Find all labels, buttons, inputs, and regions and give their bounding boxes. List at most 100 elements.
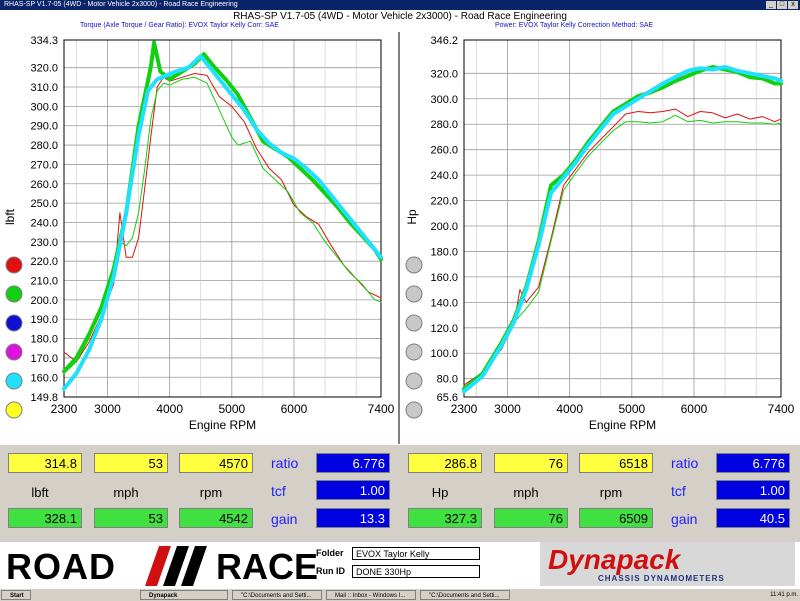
series-toggle-dot-blue[interactable] [5, 314, 23, 332]
race-stripes-icon [145, 546, 207, 586]
y-tick-label: 220.0 [30, 256, 58, 268]
readout-area: 314.8 53 4570 lbft mph rpm 328.1 53 4542… [0, 445, 800, 542]
road-logo-text: ROAD [6, 546, 116, 587]
run-id-field[interactable]: DONE 330Hp [352, 565, 480, 578]
series-toggle-dot-cyan[interactable] [5, 372, 23, 390]
x-tick-label: 6000 [281, 402, 308, 416]
y-tick-label: 346.2 [430, 35, 458, 47]
mph-value-bottom: 53 [94, 508, 168, 528]
x-tick-label: 5000 [618, 402, 645, 416]
window-title: RHAS-SP V1.7-05 (4WD - Motor Vehicle 2x3… [4, 1, 238, 8]
x-tick-label: 4000 [156, 402, 183, 416]
close-button[interactable]: x [788, 1, 798, 9]
dynapack-logo-text: Dynapack [548, 544, 681, 575]
rpm-value-top: 4570 [179, 453, 253, 473]
maximize-button[interactable]: □ [777, 1, 787, 9]
hp-value-bottom: 327.3 [408, 508, 482, 528]
series-toggle-dot-magenta[interactable] [405, 343, 423, 361]
ratio-label: ratio [671, 455, 699, 471]
y-tick-label: 250.0 [30, 198, 58, 210]
lbft-label: lbft [31, 485, 49, 500]
taskbar-item-explorer-2[interactable]: "C:\Documents and Setti... [420, 590, 510, 600]
x-tick-label: 4000 [556, 402, 583, 416]
taskbar-clock: 11:41 p.m. [770, 592, 798, 598]
window-title-bar: RHAS-SP V1.7-05 (4WD - Motor Vehicle 2x3… [0, 0, 800, 10]
tcf-value: 1.00 [716, 480, 790, 500]
y-tick-label: 240.0 [430, 170, 458, 182]
power-chart: 346.2 320.0 300.0 280.0 260.0 240.0 220.0 200.0… [400, 32, 800, 444]
series-toggle-dot-green[interactable] [5, 285, 23, 303]
tcf-value: 1.00 [316, 480, 390, 500]
torque-value-top: 314.8 [8, 453, 82, 473]
y-tick-label: 200.0 [430, 221, 458, 233]
y-tick-label: 334.3 [30, 35, 58, 47]
hp-label: Hp [431, 485, 449, 500]
y-axis-label: Hp [405, 209, 419, 225]
series-toggle-dot-red[interactable] [5, 256, 23, 274]
branding-bar: ROAD RACE Folder EVOX Taylor Kelly Run I… [0, 542, 800, 588]
mph-value-bottom: 76 [494, 508, 568, 528]
y-tick-label: 160.0 [30, 372, 58, 384]
y-tick-label: 230.0 [30, 237, 58, 249]
y-tick-label: 320.0 [430, 68, 458, 80]
series-toggle-dot-magenta[interactable] [5, 343, 23, 361]
taskbar-item-explorer[interactable]: "C:\Documents and Setti... [232, 590, 322, 600]
y-tick-label: 65.6 [437, 392, 458, 404]
y-tick-label: 210.0 [30, 276, 58, 288]
series-toggle-dot-blue[interactable] [405, 314, 423, 332]
series-toggle-dot-cyan[interactable] [405, 372, 423, 390]
y-tick-label: 280.0 [30, 140, 58, 152]
x-tick-label: 5000 [218, 402, 245, 416]
torque-header: Torque (Axle Torque / Gear Ratio): EVOX … [80, 22, 279, 29]
y-tick-label: 100.0 [430, 348, 458, 360]
series-toggle-dot-yellow[interactable] [405, 401, 423, 419]
dynapack-subtitle: CHASSIS DYNAMOMETERS [598, 574, 725, 583]
chart-background [0, 32, 400, 444]
series-line-red-thin [63, 73, 382, 363]
hp-value-top: 286.8 [408, 453, 482, 473]
rpm-label: rpm [599, 485, 623, 500]
plot-frame [63, 39, 382, 398]
x-axis-label: Engine RPM [589, 418, 656, 432]
y-axis-label: lbft [3, 208, 17, 225]
series-toggle-dot-red[interactable] [405, 256, 423, 274]
taskbar-item-dynapack[interactable]: Dynapack [140, 590, 228, 600]
folder-field[interactable]: EVOX Taylor Kelly [352, 547, 480, 560]
y-tick-label: 160.0 [430, 272, 458, 284]
series-toggle-dot-green[interactable] [405, 285, 423, 303]
rpm-value-bottom: 4542 [179, 508, 253, 528]
x-tick-label: 7400 [368, 402, 395, 416]
series-line-cyan-thick [62, 54, 383, 391]
y-tick-label: 300.0 [430, 94, 458, 106]
torque-value-bottom: 328.1 [8, 508, 82, 528]
rpm-label: rpm [199, 485, 223, 500]
y-tick-label: 280.0 [430, 119, 458, 131]
y-tick-label: 180.0 [430, 246, 458, 258]
y-tick-label: 320.0 [30, 63, 58, 75]
mph-label: mph [513, 485, 539, 500]
series-line-green-thin [463, 114, 782, 390]
series-toggle-dot-yellow[interactable] [5, 401, 23, 419]
y-tick-label: 190.0 [30, 314, 58, 326]
gain-value: 40.5 [716, 508, 790, 528]
y-tick-label: 260.0 [430, 145, 458, 157]
power-header: Power: EVOX Taylor Kelly Correction Meth… [495, 22, 654, 29]
x-tick-label: 6000 [681, 402, 708, 416]
ratio-label: ratio [271, 455, 299, 471]
y-tick-label: 149.8 [30, 392, 58, 404]
start-button[interactable]: Start [1, 590, 31, 600]
x-tick-label: 3000 [94, 402, 121, 416]
x-tick-label: 7400 [768, 402, 795, 416]
x-tick-label: 3000 [494, 402, 521, 416]
tcf-label: tcf [671, 483, 686, 499]
folder-label: Folder [316, 548, 344, 558]
chart-header: RHAS-SP V1.7-05 (4WD - Motor Vehicle 2x3… [0, 10, 800, 32]
y-tick-label: 170.0 [30, 353, 58, 365]
y-tick-label: 200.0 [30, 295, 58, 307]
minimize-button[interactable]: _ [766, 1, 776, 9]
y-tick-label: 310.0 [30, 82, 58, 94]
y-tick-label: 80.0 [437, 374, 458, 386]
power-readout-panel: 286.8 76 6518 Hp mph rpm 327.3 76 6509 r… [400, 445, 800, 542]
taskbar-item-mail[interactable]: Mail :: Inbox - Windows I... [326, 590, 416, 600]
rpm-value-bottom: 6509 [579, 508, 653, 528]
